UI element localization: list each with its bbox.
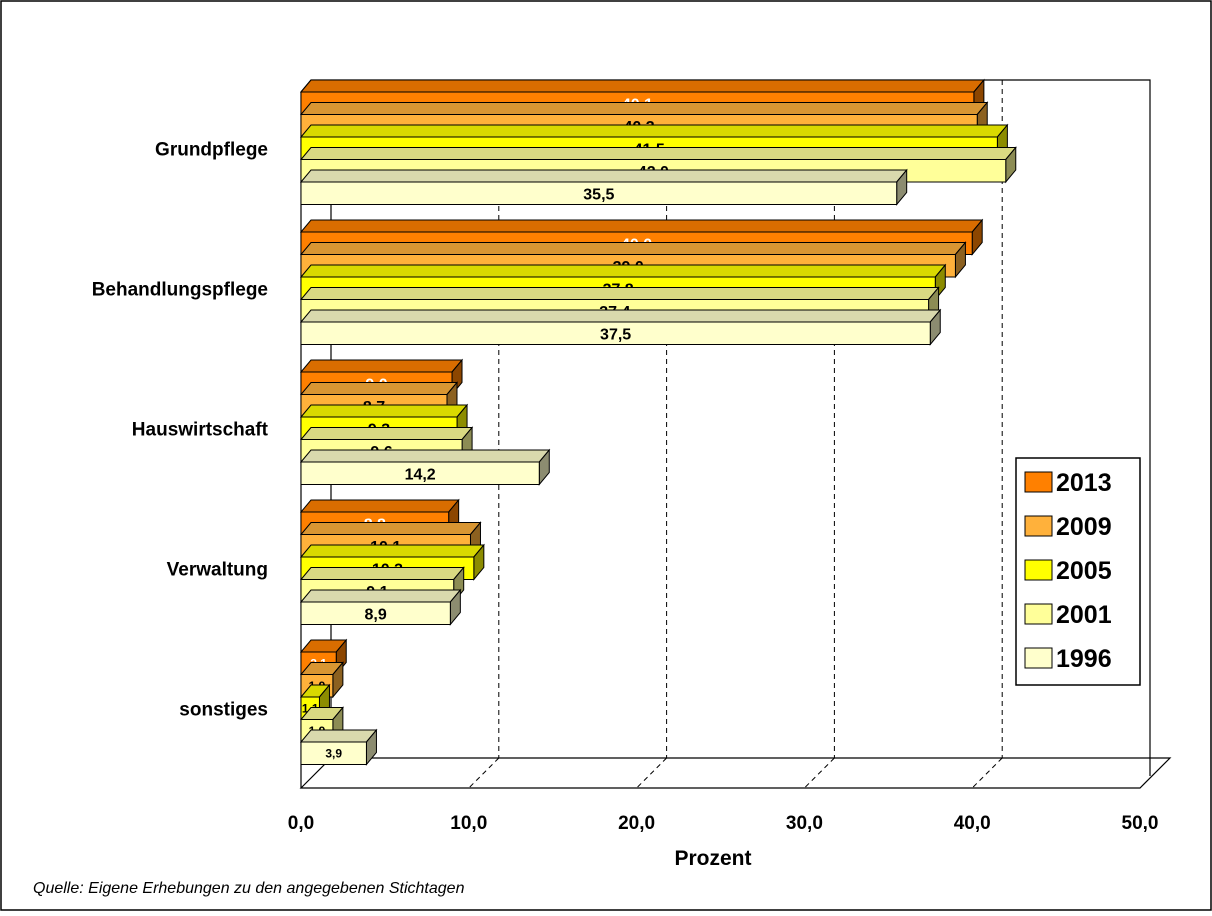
x-tick-label: 40,0	[954, 813, 991, 834]
bar: 37,5	[299, 308, 942, 346]
legend-swatch	[1024, 515, 1053, 537]
x-tick-label: 50,0	[1122, 813, 1159, 834]
gridline-floor	[804, 757, 835, 789]
bar: 8,9	[299, 588, 462, 626]
category-label: Verwaltung	[167, 559, 268, 580]
legend-swatch	[1024, 559, 1053, 581]
x-axis-title: Prozent	[674, 847, 751, 870]
bar-value-label: 8,9	[365, 606, 387, 623]
plot-floor	[299, 757, 1172, 789]
bar: 14,2	[299, 448, 551, 486]
bar-top-face	[299, 147, 1017, 160]
legend-label: 2001	[1056, 601, 1112, 629]
bar-front-face	[300, 601, 451, 625]
legend-swatch	[1024, 603, 1053, 625]
category-labels: Grundpflege Behandlungspflege Hauswirtscha…	[92, 139, 269, 720]
x-tick-label: 10,0	[450, 813, 487, 834]
bar-top-face	[299, 567, 465, 580]
bar-top-face	[299, 309, 942, 323]
legend-label: 2009	[1056, 513, 1112, 541]
bar-top-face	[299, 242, 967, 255]
x-tick-label: 20,0	[618, 813, 655, 834]
x-tick-label: 0,0	[288, 813, 314, 834]
bar-front-face	[300, 741, 367, 765]
legend-swatch	[1024, 647, 1053, 669]
bar-top-face	[299, 264, 947, 278]
bar-top-face	[299, 499, 460, 513]
bar-top-face	[299, 449, 551, 463]
bar-top-face	[299, 219, 984, 233]
bar-value-label: 35,5	[583, 186, 614, 203]
bar-value-label: 14,2	[405, 466, 436, 483]
legend-items: 2013 2009 2005 2001 1996	[1024, 469, 1112, 673]
bar-front-face	[300, 461, 540, 485]
bar-top-face	[299, 287, 940, 300]
bar-top-face	[299, 427, 474, 440]
bar-top-face	[299, 522, 482, 535]
bar-top-face	[299, 169, 908, 183]
bar-top-face	[299, 79, 985, 93]
bar: 35,5	[299, 168, 908, 206]
bar-front-face	[300, 321, 931, 345]
gridline-floor	[971, 757, 1003, 789]
legend-label: 2013	[1056, 469, 1112, 497]
gridline-floor	[636, 757, 667, 789]
bar-top-face	[299, 124, 1009, 138]
bar-top-face	[299, 359, 464, 373]
bar-top-face	[299, 544, 485, 558]
legend-label: 2005	[1056, 557, 1112, 585]
x-tick-label: 30,0	[786, 813, 823, 834]
bar-top-face	[299, 404, 469, 418]
legend: 2013 2009 2005 2001 1996	[1015, 457, 1141, 686]
bar-top-face	[299, 729, 378, 743]
bar-top-face	[299, 589, 462, 603]
bar-top-face	[299, 382, 459, 395]
bars: 40,140,341,542,035,540,039,037,837,437,5…	[299, 78, 1017, 766]
category-label: Behandlungspflege	[92, 279, 268, 300]
gridline-floor	[468, 757, 500, 789]
bar-top-face	[299, 102, 989, 115]
category-label: Hauswirtschaft	[132, 419, 269, 440]
bar: 3,9	[299, 728, 378, 766]
bar-value-label: 37,5	[600, 326, 631, 343]
bar-value-label: 3,9	[325, 746, 342, 760]
legend-label: 1996	[1056, 645, 1112, 673]
x-axis-ticks: 0,0 10,0 20,0 30,0 40,0 50,0	[288, 813, 1159, 834]
bar-front-face	[300, 181, 898, 205]
category-label: sonstiges	[179, 699, 268, 720]
legend-swatch	[1024, 471, 1053, 493]
source-note: Quelle: Eigene Erhebungen zu den angegeb…	[33, 880, 465, 897]
category-label: Grundpflege	[155, 139, 268, 160]
